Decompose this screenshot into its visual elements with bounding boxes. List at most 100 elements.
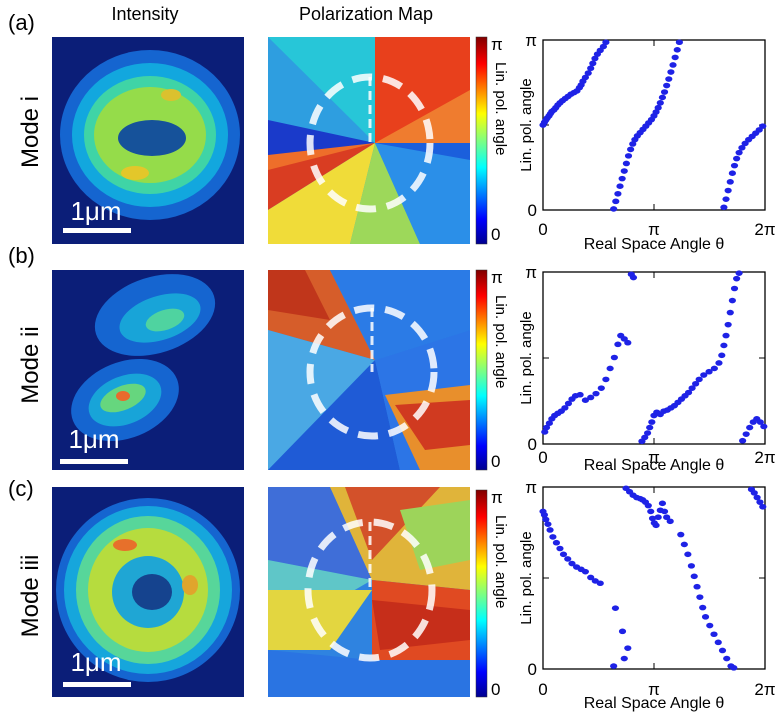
data-point [695, 376, 703, 383]
data-point [693, 583, 701, 590]
data-point [753, 494, 761, 501]
polarization-map-b [268, 270, 470, 470]
row-a: (a) Mode i 1μm [8, 10, 509, 245]
data-point [658, 94, 667, 101]
data-point [589, 60, 597, 67]
data-point [618, 628, 627, 635]
data-point [724, 321, 732, 328]
data-point [544, 521, 552, 527]
data-point [587, 65, 595, 72]
x-axis-label-c: Real Space Angle θ [584, 695, 725, 712]
data-point [666, 518, 674, 525]
y-axis-label-c: Lin. pol. angle [518, 531, 535, 624]
data-point [690, 573, 698, 580]
data-point [545, 420, 553, 426]
data-point [677, 531, 685, 538]
data-point [556, 545, 564, 552]
data-point [730, 665, 738, 671]
data-point [596, 580, 604, 587]
data-point [540, 512, 549, 518]
x-axis-label-a: Real Space Angle θ [584, 236, 725, 253]
colorbar-top-b: π [491, 268, 503, 287]
data-point [688, 385, 696, 391]
colorbar-c: π 0 Lin. pol. angle [475, 488, 509, 699]
data-point [720, 204, 728, 211]
data-point [700, 372, 708, 378]
data-point [728, 297, 736, 304]
data-point [602, 376, 610, 383]
polarization-map-a [268, 37, 470, 244]
scalebar-label: 1μm [70, 196, 121, 226]
data-point [610, 206, 618, 212]
data-point [581, 74, 589, 81]
colorbar-label-c: Lin. pol. angle [492, 515, 509, 608]
data-point [722, 196, 730, 202]
data-point [622, 160, 630, 167]
panel-label-a: (a) [8, 10, 35, 35]
data-point [581, 397, 589, 404]
colorbar-bottom-a: 0 [491, 225, 500, 244]
data-point [646, 424, 654, 431]
data-point [564, 556, 572, 562]
data-point [624, 153, 633, 159]
data-point [658, 500, 667, 507]
x-tick-label-b: π [648, 448, 660, 467]
mode-label-a: Mode i [17, 96, 44, 168]
data-point [728, 170, 736, 177]
data-point [760, 423, 768, 430]
data-point [684, 389, 693, 396]
data-point [647, 508, 655, 515]
data-point [706, 622, 714, 629]
data-point [552, 539, 561, 546]
data-point [602, 39, 610, 46]
data-point [654, 104, 662, 111]
data-point [669, 62, 677, 68]
data-point [710, 631, 718, 638]
data-point [705, 368, 713, 375]
data-point [542, 424, 551, 431]
y-axis-label-b: Lin. pol. angle [518, 311, 535, 404]
plot-frame-c [542, 486, 766, 670]
data-point [724, 187, 732, 194]
data-point [559, 551, 568, 558]
data-point [710, 365, 718, 372]
data-point [733, 155, 741, 162]
intensity-image-c: 1μm [52, 487, 244, 697]
data-point [673, 47, 681, 53]
data-point [641, 434, 649, 441]
data-point [592, 390, 600, 397]
data-point [587, 394, 595, 401]
x-axis-label-b: Real Space Angle θ [584, 457, 725, 474]
intensity-image-a: 1μm [52, 37, 244, 244]
data-point [684, 551, 692, 558]
colorbar-bottom-b: 0 [491, 452, 500, 471]
data-point [687, 563, 695, 569]
x-tick-label-b: 0 [538, 448, 547, 467]
data-point [627, 146, 635, 153]
data-point [541, 429, 549, 435]
data-point [542, 516, 550, 523]
data-point [629, 274, 638, 281]
colorbar-top-c: π [491, 488, 503, 507]
data-point [624, 339, 632, 346]
data-point [726, 179, 734, 185]
x-tick-label-c: π [648, 680, 660, 699]
row-c: (c) Mode iii 1μm [8, 476, 509, 699]
intensity-image-b: 1μm [52, 270, 244, 470]
data-point [730, 162, 739, 169]
data-point [699, 604, 707, 611]
data-point [723, 655, 731, 662]
data-point [667, 69, 675, 75]
x-tick-label-c: 0 [538, 680, 547, 699]
data-point [663, 82, 671, 89]
data-point [722, 332, 730, 339]
data-point [759, 123, 767, 129]
data-point [652, 109, 660, 115]
data-point [660, 508, 669, 515]
colorbar-b: π 0 Lin. pol. angle [475, 268, 509, 471]
data-point [610, 354, 618, 361]
